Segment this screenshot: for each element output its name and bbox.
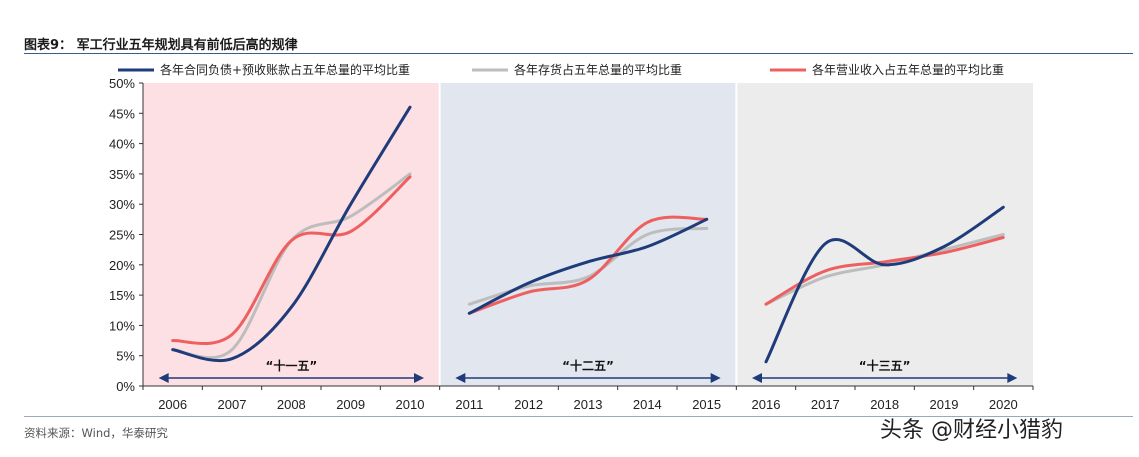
figure-title: 图表9： 军工行业五年规划具有前低后高的规律 xyxy=(24,38,298,53)
x-tick-label: 2011 xyxy=(455,397,483,412)
x-tick-label: 2010 xyxy=(396,397,425,412)
y-tick-label: 45% xyxy=(109,106,135,121)
period-background-1 xyxy=(143,83,440,386)
x-tick-label: 2013 xyxy=(574,397,603,412)
source-note: 资料来源：Wind，华泰研究 xyxy=(24,426,168,440)
x-tick-label: 2006 xyxy=(158,397,187,412)
x-tick-label: 2016 xyxy=(752,397,781,412)
y-tick-label: 25% xyxy=(109,228,135,243)
y-tick-label: 0% xyxy=(116,379,135,394)
period-arrowhead-left xyxy=(455,373,466,383)
y-tick-label: 35% xyxy=(109,167,135,182)
period-backgrounds xyxy=(143,83,1033,386)
footer-rule xyxy=(24,416,1133,417)
x-tick-label: 2009 xyxy=(336,397,365,412)
y-tick-label: 10% xyxy=(109,318,135,333)
period-arrowhead-right xyxy=(414,373,424,383)
x-tick-label: 2015 xyxy=(692,397,721,412)
legend-label-2: 各年存货占五年总量的平均比重 xyxy=(514,62,682,77)
series-line-1-period-1 xyxy=(171,105,412,363)
series-lines xyxy=(171,105,1005,364)
series-line-1-period-2 xyxy=(467,217,709,315)
period-label-3: “十三五” xyxy=(859,358,911,373)
y-tick-label: 20% xyxy=(109,258,135,273)
y-tick-label: 30% xyxy=(109,197,135,212)
y-tick-label: 50% xyxy=(109,76,135,91)
axes: 0% 5% 10% 15% 20% 25% 30% 35% 40% 45% 50% 2006 2007 2… xyxy=(109,76,1034,412)
series-line-3-period-2 xyxy=(467,215,709,315)
series-line-1-period-3 xyxy=(764,205,1005,364)
period-arrowhead-right xyxy=(1007,373,1018,383)
legend-label-3: 各年营业收入占五年总量的平均比重 xyxy=(812,62,1004,77)
period-background-3 xyxy=(736,83,1033,386)
period-background-2 xyxy=(439,83,737,386)
title-rule xyxy=(24,53,1133,54)
period-label-1: “十一五” xyxy=(265,358,317,373)
x-tick-label: 2017 xyxy=(811,397,840,412)
legend: 各年合同负债+预收账款占五年总量的平均比重 各年存货占五年总量的平均比重 各年营业收… xyxy=(118,62,1004,77)
series-line-3-period-1 xyxy=(171,175,412,346)
y-tick-label: 40% xyxy=(109,137,135,152)
legend-label-1: 各年合同负债+预收账款占五年总量的平均比重 xyxy=(160,62,410,77)
x-tick-label: 2018 xyxy=(870,397,899,412)
y-tick-label: 15% xyxy=(109,288,135,303)
x-tick-label: 2020 xyxy=(989,397,1018,412)
x-tick-label: 2007 xyxy=(218,397,247,412)
period-label-2: “十二五” xyxy=(562,358,614,373)
x-tick-label: 2019 xyxy=(930,397,959,412)
x-tick-label: 2014 xyxy=(633,397,662,412)
x-tick-label: 2012 xyxy=(514,397,543,412)
watermark: 头条 @财经小猎豹 xyxy=(880,418,1063,443)
period-arrowhead-left xyxy=(158,373,169,383)
y-tick-label: 5% xyxy=(116,349,135,364)
period-markers: “十一五” “十二五” “十三五” xyxy=(158,358,1018,383)
period-arrowhead-right xyxy=(710,373,721,383)
x-tick-label: 2008 xyxy=(277,397,306,412)
period-arrowhead-left xyxy=(752,373,762,383)
